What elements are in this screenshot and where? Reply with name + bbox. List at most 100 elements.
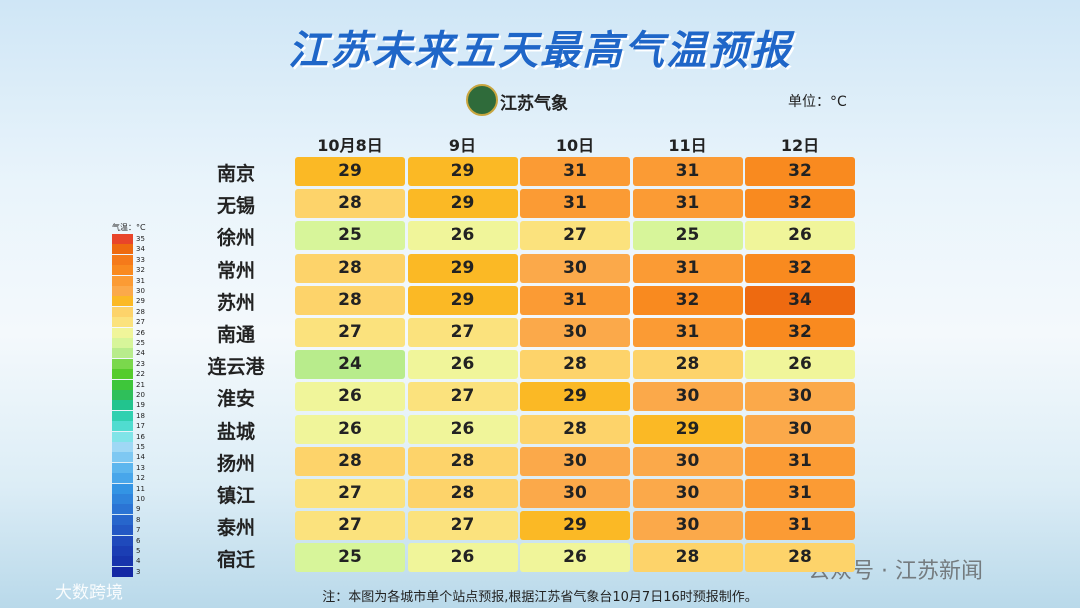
column-header: 9日 [448,136,477,155]
legend-swatch [112,546,133,556]
legend-swatch [112,421,133,432]
temperature-cell: 26 [407,414,518,444]
temperature-cell: 29 [407,285,518,315]
temperature-cell: 25 [295,221,405,251]
temperature-cell: 31 [632,253,743,283]
legend-label: 7 [136,526,141,535]
legend-label: 18 [136,411,145,420]
legend-swatch [112,306,133,317]
temperature-cell: 28 [295,446,405,476]
temperature-cell: 28 [295,285,405,315]
legend-label: 33 [136,255,145,264]
legend-title: 气温：°C [112,223,146,232]
title: 江苏未来五天最高气温预报 [288,28,792,74]
city-label: 泰州 [216,517,255,540]
city-label: 扬州 [216,452,255,475]
city-label: 南通 [216,324,255,346]
temperature-cell: 28 [407,446,518,476]
legend-label: 5 [136,547,141,555]
temperature-cell: 30 [745,414,855,444]
legend-label: 4 [136,557,141,566]
city-label: 宿迁 [216,549,255,572]
temperature-cell: 26 [407,543,518,573]
temperature-cell: 24 [295,350,405,380]
legend-label: 13 [136,463,145,472]
legend-swatch [112,234,133,244]
legend-swatch [112,483,133,494]
legend-swatch [112,338,133,348]
legend-label: 20 [136,391,145,399]
legend-swatch [112,286,133,296]
temperature-cell: 29 [520,382,630,412]
temperature-cell: 29 [520,511,630,541]
temperature-cell: 30 [520,479,630,508]
temperature-cell: 27 [407,318,518,347]
column-header: 10月8日 [317,136,383,155]
city-label: 无锡 [216,195,255,218]
legend-label: 28 [136,307,145,316]
legend-swatch [112,244,133,255]
legend-label: 8 [136,515,141,524]
legend-swatch [112,473,133,484]
legend-label: 3 [136,567,141,576]
temperature-cell: 26 [407,350,518,380]
legend-label: 12 [136,474,145,483]
legend-swatch [112,525,133,536]
legend-swatch [112,452,133,463]
legend-swatch [112,535,133,546]
legend-swatch [112,317,133,328]
legend-swatch [112,494,133,504]
temperature-cell: 31 [632,189,743,219]
temperature-cell: 28 [520,350,630,380]
temperature-cell: 28 [632,350,743,380]
temperature-cell: 27 [407,382,518,412]
column-header: 12日 [780,136,820,155]
legend-label: 27 [136,318,145,327]
legend-label: 34 [136,245,145,254]
temperature-cell: 31 [520,285,630,315]
temperature-cell: 30 [520,446,630,476]
temperature-cell: 31 [745,446,855,476]
temperature-cell: 31 [745,479,855,508]
temperature-cell: 34 [745,285,855,315]
legend-label: 16 [136,432,145,441]
legend-swatch [112,514,133,525]
temperature-cell: 29 [407,157,518,186]
temperature-cell: 28 [632,543,743,573]
note: 注：本图为各城市单个站点预报,根据江苏省气象台10月7日16时预报制作。 [322,590,758,605]
temperature-cell: 26 [745,350,855,380]
legend-swatch [112,254,133,265]
temperature-cell: 32 [745,253,855,283]
temperature-cell: 26 [407,221,518,251]
temperature-cell: 31 [520,189,630,219]
legend-label: 22 [136,370,145,379]
temperature-cell: 32 [632,285,743,315]
temperature-cell: 31 [632,318,743,347]
temperature-cell: 28 [295,253,405,283]
legend-swatch [112,431,133,442]
legend-swatch [112,327,133,338]
temperature-cell: 32 [745,189,855,219]
city-label: 南京 [216,163,255,185]
legend-label: 29 [136,297,145,306]
temperature-cell: 26 [295,382,405,412]
legend-label: 35 [136,235,145,243]
legend-swatch [112,275,133,286]
temperature-cell: 30 [520,318,630,347]
legend-swatch [112,369,133,380]
temperature-cell: 32 [745,318,855,347]
city-label: 常州 [216,259,255,282]
legend-label: 10 [136,495,145,503]
city-label: 盐城 [216,420,255,443]
legend-label: 26 [136,328,145,337]
logo-text: 江苏气象 [500,94,568,114]
temperature-cell: 25 [295,543,405,573]
temperature-cell: 27 [295,318,405,347]
temperature-cell: 27 [407,511,518,541]
city-label: 镇江 [216,485,255,507]
temperature-cell: 31 [745,511,855,541]
temperature-cell: 27 [520,221,630,251]
city-label: 苏州 [216,291,255,314]
legend-swatch [112,265,133,276]
